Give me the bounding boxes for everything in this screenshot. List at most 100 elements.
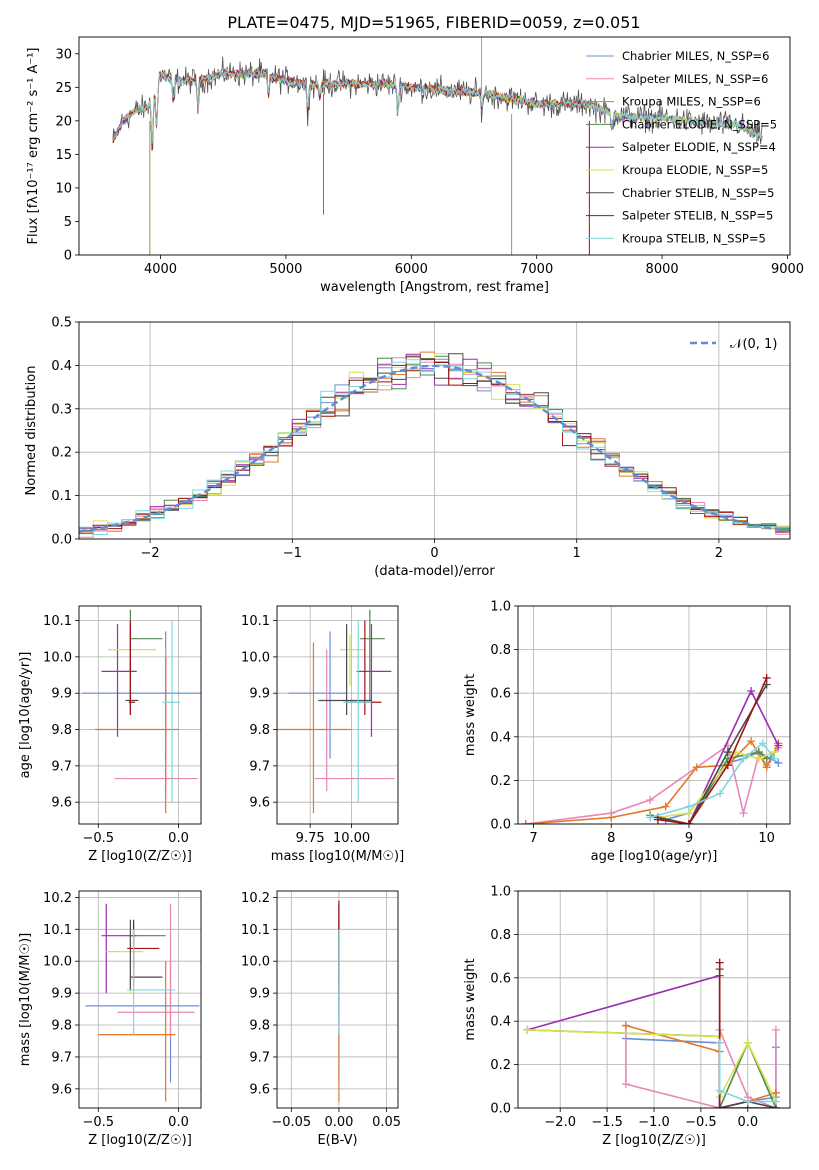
weight-line-kroupa-miles [525, 739, 780, 824]
x-axis-label: Z [log10(Z/Z☉)] [602, 1133, 706, 1148]
x-tick-label: 4000 [144, 262, 177, 277]
y-tick-label: 10.1 [241, 923, 270, 938]
frame-weight_vs_Z [517, 890, 791, 1109]
weight-marker-kroupa-miles [762, 763, 771, 772]
weight-marker-salpeter-elodie [747, 687, 756, 696]
weight-marker-salpeter-stelib [762, 673, 771, 682]
x-tick-label: 8 [607, 831, 615, 846]
y-tick-label: 0.0 [490, 818, 511, 833]
x-tick-label: 8000 [646, 262, 679, 277]
normal-curve [79, 364, 790, 533]
x-axis-label: mass [log10(M/M☉)] [271, 849, 404, 864]
legend-label-kroupa-elodie: Kroupa ELODIE, N_SSP=5 [622, 163, 768, 177]
weight-marker-kroupa-miles [771, 1088, 780, 1097]
weight-line-chabrier-elodie [527, 1029, 777, 1108]
y-tick-label: 9.8 [249, 723, 270, 738]
y-tick-label: 10.0 [43, 650, 72, 665]
weight-marker-kroupa-miles [747, 737, 756, 746]
legend-label-kroupa-stelib: Kroupa STELIB, N_SSP=5 [622, 231, 766, 245]
weight-line-salpeter-stelib [657, 677, 768, 824]
x-axis-label: wavelength [Angstrom, rest frame] [320, 280, 549, 295]
weight-marker-kroupa-stelib [770, 754, 779, 763]
legend-label-chabrier-miles: Chabrier MILES, N_SSP=6 [622, 49, 769, 63]
frame-residuals [78, 321, 791, 540]
x-axis-label: (data-model)/error [374, 564, 495, 579]
y-tick-label: 0.6 [490, 971, 511, 986]
spectrum-legend: Chabrier MILES, N_SSP=6 Salpeter MILES, N… [586, 49, 777, 245]
y-tick-label: 20 [55, 114, 72, 129]
weight-marker-kroupa-stelib [715, 1086, 724, 1095]
errorbars-age_vs_Z [82, 609, 201, 814]
weight-marker-kroupa-stelib [684, 802, 693, 811]
weight-line-salpeter-stelib [718, 962, 776, 1108]
y-tick-label: 9.8 [249, 1019, 270, 1034]
y-tick-label: 0.1 [51, 489, 72, 504]
weight-line-chabrier-stelib [657, 684, 768, 824]
y-tick-label: 10.0 [241, 955, 270, 970]
x-tick-label: −0.05 [271, 1115, 311, 1130]
weight-marker-salpeter-miles [621, 1080, 630, 1089]
frame-weight_vs_age [517, 605, 791, 825]
y-tick-label: 10.0 [241, 650, 270, 665]
y-tick-label: 10.2 [43, 891, 72, 906]
weight-marker-kroupa-stelib [743, 1097, 752, 1106]
axes-weight_vs_Z: −2.0 −1.5 −1.0 −0.5 0.0 0.0 0.2 0.4 0.6 0.8 1.0 Z [… [463, 885, 790, 1148]
weight-marker-salpeter-miles [646, 796, 655, 805]
x-tick-label: 9.75 [296, 831, 325, 846]
legend-label-salpeter-elodie: Salpeter ELODIE, N_SSP=4 [622, 140, 776, 154]
weight-marker-salpeter-stelib [653, 815, 662, 824]
x-tick-label: 0.0 [168, 831, 189, 846]
spectrum-lines [112, 37, 763, 255]
y-tick-label: 0.4 [51, 359, 72, 374]
weight-marker-kroupa-elodie [523, 1025, 532, 1034]
y-tick-label: 30 [55, 47, 72, 62]
frame-age_vs_mass [276, 605, 399, 825]
weight-marker-kroupa-miles [621, 1021, 630, 1030]
y-tick-label: 0.0 [51, 533, 72, 548]
x-tick-label: 2 [715, 546, 723, 561]
x-tick-label: 9000 [771, 262, 804, 277]
y-tick-label: 0.2 [51, 446, 72, 461]
y-axis-label: Flux [fλ10⁻¹⁷ erg cm⁻² s⁻¹ A⁻¹] [26, 48, 41, 245]
weight-marker-kroupa-miles [607, 813, 616, 822]
y-tick-label: 9.7 [249, 759, 270, 774]
weight-marker-kroupa-miles [692, 763, 701, 772]
histogram-lines [79, 351, 790, 538]
weight-line-salpeter-miles [525, 744, 779, 824]
y-tick-label: 10.0 [43, 955, 72, 970]
x-axis-label: Z [log10(Z/Z☉)] [88, 849, 192, 864]
legend-label-chabrier-stelib: Chabrier STELIB, N_SSP=5 [622, 186, 774, 200]
y-tick-label: 9.9 [51, 987, 72, 1002]
weight-lines-weight_vs_age [521, 673, 783, 824]
y-tick-label: 10.2 [241, 891, 270, 906]
weight-marker-kroupa-elodie [743, 1038, 752, 1047]
y-tick-label: 0.2 [490, 774, 511, 789]
legend-label-salpeter-miles: Salpeter MILES, N_SSP=6 [622, 72, 768, 86]
x-tick-label: −0.5 [82, 1115, 114, 1130]
y-tick-label: 9.7 [51, 1050, 72, 1065]
x-tick-label: 0.05 [372, 1115, 401, 1130]
frame-mass_vs_Z [78, 890, 202, 1109]
x-tick-label: 0.00 [324, 1115, 353, 1130]
y-tick-label: 0.5 [51, 316, 72, 331]
x-axis-label: age [log10(age/yr)] [591, 849, 718, 864]
x-tick-label: 0.0 [737, 1115, 758, 1130]
y-tick-label: 9.6 [51, 796, 72, 811]
frame-spectrum [78, 36, 791, 256]
y-tick-label: 0.8 [490, 643, 511, 658]
y-tick-label: 0.4 [490, 730, 511, 745]
y-tick-label: 9.8 [51, 723, 72, 738]
weight-marker-salpeter-stelib [715, 958, 724, 967]
x-tick-label: −1.5 [591, 1115, 623, 1130]
weight-marker-salpeter-stelib [723, 761, 732, 770]
y-tick-label: 9.7 [249, 1050, 270, 1065]
x-tick-label: 0 [430, 546, 438, 561]
y-tick-label: 15 [55, 148, 72, 163]
histogram-salpeter-stelib [79, 359, 790, 533]
weight-marker-kroupa-stelib [739, 754, 748, 763]
y-tick-label: 25 [55, 81, 72, 96]
x-tick-label: 0.0 [168, 1115, 189, 1130]
x-tick-label: 10 [758, 831, 775, 846]
legend-label-salpeter-stelib: Salpeter STELIB, N_SSP=5 [622, 209, 773, 223]
